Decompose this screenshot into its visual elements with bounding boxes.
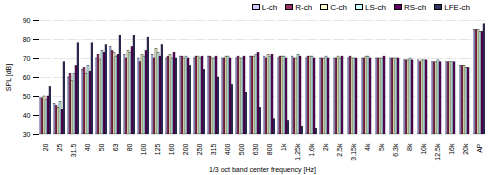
svg-text:630: 630 bbox=[252, 143, 259, 155]
svg-text:25: 25 bbox=[56, 143, 63, 151]
svg-text:80: 80 bbox=[23, 36, 31, 43]
svg-text:60: 60 bbox=[23, 74, 31, 81]
svg-text:800: 800 bbox=[266, 143, 273, 155]
svg-text:100: 100 bbox=[140, 143, 147, 155]
svg-text:250: 250 bbox=[196, 143, 203, 155]
svg-text:40: 40 bbox=[23, 112, 31, 119]
svg-text:5k: 5k bbox=[378, 143, 385, 151]
svg-text:400: 400 bbox=[224, 143, 231, 155]
svg-text:20k: 20k bbox=[462, 143, 469, 155]
svg-text:200: 200 bbox=[182, 143, 189, 155]
svg-text:3.15k: 3.15k bbox=[350, 143, 357, 161]
svg-text:2.5k: 2.5k bbox=[336, 143, 343, 157]
svg-text:12.5k: 12.5k bbox=[434, 143, 441, 161]
html-text:R-ch: R-ch bbox=[295, 2, 313, 12]
svg-text:2k: 2k bbox=[322, 143, 329, 151]
svg-text:16k: 16k bbox=[448, 143, 455, 155]
svg-text:AP: AP bbox=[476, 143, 483, 153]
svg-text:10k: 10k bbox=[420, 143, 427, 155]
svg-text:1k: 1k bbox=[280, 143, 287, 151]
svg-text:80: 80 bbox=[126, 143, 133, 151]
svg-text:63: 63 bbox=[112, 143, 119, 151]
svg-text:1.6k: 1.6k bbox=[308, 143, 315, 157]
svg-text:20: 20 bbox=[42, 143, 49, 151]
svg-text:90: 90 bbox=[23, 17, 31, 24]
svg-text:SPL [dB]: SPL [dB] bbox=[5, 64, 13, 91]
html-text:C-ch: C-ch bbox=[330, 2, 348, 12]
svg-text:50: 50 bbox=[98, 143, 105, 151]
svg-text:8k: 8k bbox=[406, 143, 413, 151]
html-text:LS-ch: LS-ch bbox=[365, 2, 386, 12]
svg-text:315: 315 bbox=[210, 143, 217, 155]
html-text:L-ch: L-ch bbox=[261, 2, 278, 12]
svg-text:4k: 4k bbox=[364, 143, 371, 151]
svg-text:160: 160 bbox=[168, 143, 175, 155]
html-text:RS-ch: RS-ch bbox=[404, 2, 427, 12]
svg-text:70: 70 bbox=[23, 55, 31, 62]
svg-text:50: 50 bbox=[23, 93, 31, 100]
svg-text:500: 500 bbox=[238, 143, 245, 155]
svg-text:40: 40 bbox=[84, 143, 91, 151]
svg-text:6.3k: 6.3k bbox=[392, 143, 399, 157]
html-text:LFE-ch: LFE-ch bbox=[444, 2, 470, 12]
svg-text:30: 30 bbox=[23, 131, 31, 138]
svg-text:1/3 oct band center frequency: 1/3 oct band center frequency [Hz] bbox=[209, 166, 316, 174]
svg-text:1.25k: 1.25k bbox=[294, 143, 301, 161]
svg-text:31.5: 31.5 bbox=[70, 143, 77, 157]
svg-text:125: 125 bbox=[154, 143, 161, 155]
